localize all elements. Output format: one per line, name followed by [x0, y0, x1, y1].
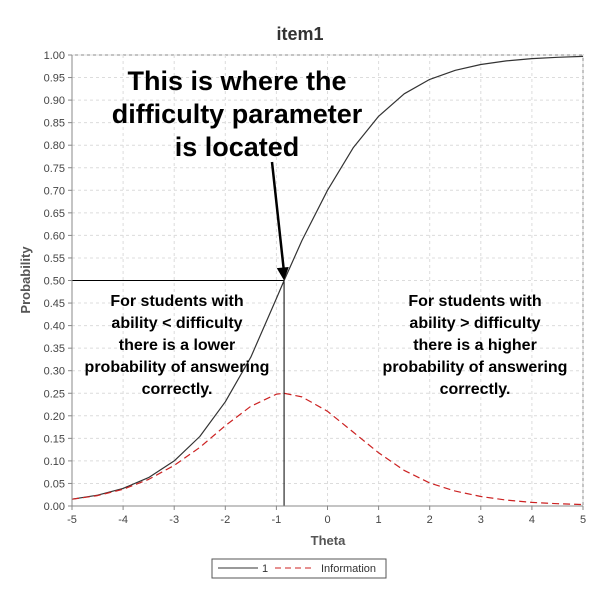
y-tick-label: 0.15	[44, 433, 65, 445]
x-tick-label: 1	[376, 514, 382, 526]
right-annotation-line-5: correctly.	[440, 381, 511, 398]
series-layer	[71, 55, 584, 506]
difficulty-annotation-line-1: This is where the	[127, 66, 346, 96]
y-tick-label: 0.00	[44, 501, 65, 513]
y-tick-label: 0.80	[44, 140, 65, 152]
y-tick-label: 0.10	[44, 456, 65, 468]
y-tick-label: 0.65	[44, 208, 65, 220]
left-annotation-line-3: there is a lower	[119, 337, 236, 354]
x-axis-label: Theta	[311, 533, 346, 548]
y-tick-label: 0.85	[44, 118, 65, 130]
arrow-shaft	[270, 161, 286, 273]
legend-label-1: 1	[262, 563, 268, 575]
y-tick-label: 0.95	[44, 73, 65, 85]
right-annotation-line-4: probability of answering	[383, 359, 568, 376]
right-annotation-line-1: For students with	[408, 293, 541, 310]
y-tick-label: 0.25	[44, 388, 65, 400]
left-annotation-line-4: probability of answering	[85, 359, 270, 376]
y-tick-label: 0.70	[44, 185, 65, 197]
left-annotation-line-2: ability < difficulty	[111, 315, 242, 332]
series-line-icc	[71, 55, 584, 500]
difficulty-annotation-line-2: difficulty parameter	[112, 99, 363, 129]
y-tick-label: 0.50	[44, 276, 65, 288]
chart-title: item1	[276, 24, 323, 44]
x-tick-label: -2	[220, 514, 230, 526]
y-tick-label: 0.20	[44, 411, 65, 423]
y-tick-label: 0.05	[44, 478, 65, 490]
x-tick-label: -1	[272, 514, 282, 526]
x-tick-label: 3	[478, 514, 484, 526]
x-tick-label: 4	[529, 514, 535, 526]
y-tick-label: 0.35	[44, 343, 65, 355]
x-tick-label: -3	[169, 514, 179, 526]
y-tick-label: 0.90	[44, 95, 65, 107]
y-tick-label: 0.55	[44, 253, 65, 265]
y-tick-label: 0.30	[44, 366, 65, 378]
right-annotation-line-2: ability > difficulty	[409, 315, 540, 332]
left-annotation-line-5: correctly.	[142, 381, 213, 398]
left-annotation: For students with ability < difficulty t…	[85, 293, 270, 398]
y-tick-label: 0.40	[44, 321, 65, 333]
y-axis-label: Probability	[18, 246, 33, 314]
right-annotation-line-3: there is a higher	[413, 337, 537, 354]
difficulty-annotation: This is where the difficulty parameter i…	[112, 66, 363, 162]
x-tick-label: -4	[118, 514, 128, 526]
x-tick-label: -5	[67, 514, 77, 526]
ticks-layer: -5 -4 -3 -2 -1 0 1 2 3 4 5 0.00 0.05 0.10 0.15 0.20 0.25…	[44, 50, 586, 526]
left-annotation-line-1: For students with	[110, 293, 243, 310]
right-annotation: For students with ability > difficulty t…	[383, 293, 568, 398]
x-tick-label: 2	[427, 514, 433, 526]
series-line-information	[71, 392, 584, 506]
legend: 1 Information	[211, 558, 387, 579]
y-tick-label: 0.60	[44, 230, 65, 242]
x-tick-label: 0	[324, 514, 330, 526]
x-tick-label: 5	[580, 514, 586, 526]
difficulty-annotation-line-3: is located	[175, 132, 300, 162]
arrow-head	[276, 266, 289, 281]
legend-label-information: Information	[321, 563, 376, 575]
reference-lines	[72, 280, 285, 506]
difficulty-arrow	[270, 161, 289, 281]
y-tick-label: 0.45	[44, 298, 65, 310]
y-tick-label: 0.75	[44, 163, 65, 175]
y-tick-label: 1.00	[44, 50, 65, 62]
